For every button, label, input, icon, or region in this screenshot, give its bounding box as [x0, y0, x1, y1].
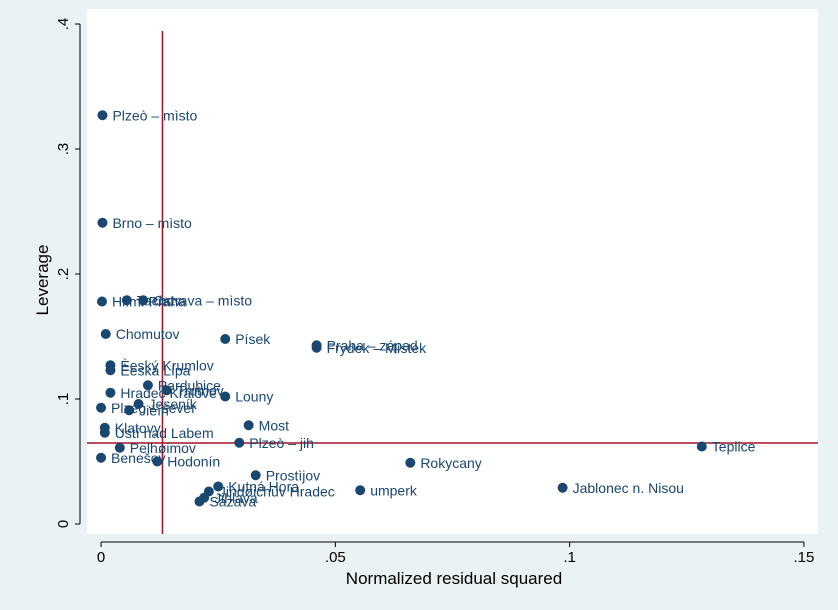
x-tick-label: .15 — [794, 549, 815, 566]
data-point — [311, 342, 322, 353]
data-point — [97, 217, 108, 228]
y-tick-label: .1 — [55, 393, 72, 406]
data-point — [124, 405, 135, 416]
data-point-label: Jièín — [139, 402, 169, 418]
y-tick-label: .3 — [55, 143, 72, 156]
data-point — [142, 380, 153, 391]
data-point — [243, 420, 254, 431]
reference-lines — [87, 31, 818, 534]
data-point-label: Jihlava — [214, 490, 258, 506]
data-point — [250, 470, 261, 481]
data-point — [138, 295, 149, 306]
data-point — [100, 329, 111, 339]
data-point-label: Pardubice — [158, 377, 221, 393]
data-point — [355, 485, 366, 496]
data-point — [97, 110, 108, 121]
data-point-label: Sázava — [209, 494, 256, 510]
data-point — [161, 385, 172, 396]
data-point-label: Frýdek – Místek — [327, 340, 428, 356]
data-point-label: Hodonín — [167, 454, 220, 470]
y-tick-label: 0 — [55, 520, 72, 528]
data-point — [99, 427, 110, 438]
data-point-label: Èeská Lípa — [120, 362, 190, 378]
data-point-label: Ústí nad Labem — [115, 425, 214, 441]
data-point — [220, 334, 231, 344]
data-point — [114, 442, 125, 453]
y-tick-label: .2 — [55, 268, 72, 281]
data-point-label: Kutná Hora — [228, 479, 299, 495]
data-point-label: Chomutov — [116, 326, 180, 342]
data-point-label: Benešov — [111, 450, 165, 466]
data-point-label: Klatovy — [115, 420, 161, 436]
data-point — [96, 296, 107, 307]
x-tick-label: .05 — [325, 549, 346, 566]
data-point — [405, 457, 416, 468]
data-point-label: Trutnov — [177, 382, 224, 398]
data-point-label: Písek — [235, 331, 271, 347]
data-point-label: Rokycany — [420, 455, 481, 471]
data-point — [696, 441, 707, 452]
data-point-label: Teplice — [712, 439, 756, 455]
y-tick-label: .4 — [55, 18, 72, 31]
data-point — [557, 482, 568, 493]
data-point — [96, 452, 107, 463]
data-point-label: Pelhøimov — [130, 440, 196, 456]
x-tick-label: .1 — [563, 549, 576, 566]
data-point — [194, 496, 205, 507]
data-point-label: Jindøichùv Hradec — [219, 484, 335, 500]
data-point-label: Tachov — [137, 292, 181, 308]
data-point — [121, 295, 132, 306]
data-point — [105, 387, 116, 398]
data-point — [105, 365, 116, 376]
data-point-label: Jeseník — [149, 396, 198, 412]
data-point-label: Louny — [235, 389, 273, 405]
y-axis: 0 .1 .2 .3 .4 — [55, 18, 81, 528]
data-point-label: Prostìjov — [266, 467, 320, 483]
data-point — [152, 456, 163, 467]
data-point-label: Praha – západ — [327, 337, 418, 353]
data-point-label: Èeský Krumlov — [120, 357, 213, 373]
plot-background — [87, 9, 818, 534]
data-point — [96, 402, 107, 413]
x-axis-title: Normalized residual squared — [346, 569, 562, 588]
data-point — [213, 481, 224, 492]
data-point-label: Plzeò – jih — [249, 435, 314, 451]
x-axis: 0 .05 .1 .15 — [97, 541, 815, 566]
data-point-label: Most — [259, 417, 289, 433]
data-point-label: Ostrava – mìsto — [153, 292, 252, 308]
data-point-label: Jablonec n. Nisou — [573, 480, 684, 496]
y-axis-title: Leverage — [33, 245, 52, 316]
data-point-label: Plzeò – mìsto — [112, 107, 197, 123]
data-point-label: Brno – mìsto — [112, 215, 192, 231]
data-point — [234, 437, 245, 448]
data-point — [133, 399, 144, 409]
x-tick-label: 0 — [97, 549, 105, 566]
data-point — [220, 391, 231, 402]
data-point-label: umperk — [370, 482, 418, 498]
